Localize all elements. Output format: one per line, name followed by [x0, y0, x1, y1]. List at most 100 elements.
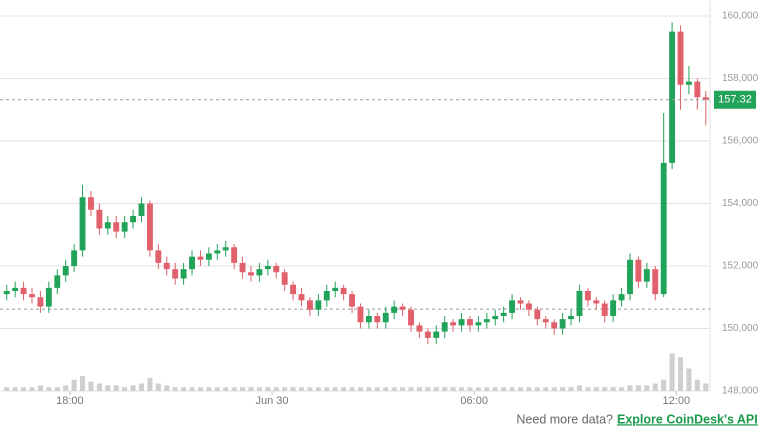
last-price-box	[714, 90, 756, 109]
candle-body	[551, 322, 558, 329]
volume-bar	[526, 387, 532, 391]
candle-body	[239, 262, 246, 273]
volume-bar	[181, 387, 187, 391]
api-link[interactable]: Explore CoinDesk's API	[617, 412, 758, 426]
volume-bar	[593, 387, 599, 391]
footer-text: Need more data?	[516, 412, 613, 426]
candle-body	[146, 203, 153, 251]
volume-bar	[315, 387, 321, 391]
candle-body	[62, 266, 69, 276]
volume-bar	[214, 387, 220, 391]
candle-body	[492, 316, 499, 320]
candle-body	[163, 262, 170, 270]
volume-bar	[54, 387, 60, 391]
volume-bar	[324, 387, 330, 391]
candle-body	[88, 197, 94, 210]
volume-bar	[551, 387, 557, 391]
volume-bar	[357, 387, 364, 391]
candle-body	[248, 272, 254, 276]
candle-body	[332, 287, 339, 291]
candle-body	[408, 309, 414, 326]
candle-body	[29, 294, 35, 298]
volume-bar	[12, 387, 18, 391]
candle-body	[54, 275, 61, 288]
y-tick-label: 148,000	[722, 386, 759, 397]
volume-bar	[4, 387, 10, 391]
volume-bar	[694, 379, 700, 391]
volume-bar	[450, 387, 456, 391]
volume-bar	[63, 385, 69, 391]
volume-bar	[265, 387, 271, 391]
candle-body	[298, 294, 305, 301]
volume-bar	[341, 387, 347, 391]
candle-body	[374, 316, 381, 323]
candle-body	[340, 287, 347, 295]
candle-body	[694, 81, 701, 98]
candle-body	[467, 319, 473, 326]
candle-body	[113, 222, 120, 232]
volume-bar	[669, 353, 675, 391]
volume-bar	[627, 385, 633, 391]
candle-body	[610, 300, 617, 316]
volume-bar	[307, 387, 313, 391]
candle-body	[130, 216, 137, 223]
grid	[0, 0, 711, 395]
y-tick-label: 150,000	[722, 323, 759, 334]
candle-body	[685, 81, 692, 85]
candle-body	[315, 300, 322, 310]
volume-bar	[273, 387, 279, 391]
x-tick-label: Jun 30	[256, 395, 289, 407]
volume-bar	[484, 387, 490, 391]
volume-bar	[197, 387, 203, 391]
volume-bar	[366, 387, 372, 391]
volume-bar	[635, 385, 641, 391]
volume-bar	[71, 379, 77, 391]
candle-body	[45, 287, 52, 307]
volume-bar	[256, 387, 262, 391]
volume-bar	[21, 387, 27, 391]
candle-body	[584, 291, 591, 301]
candle-body	[669, 31, 676, 163]
candle-body	[627, 259, 633, 295]
volume-bar	[703, 383, 709, 391]
volume-bar	[467, 387, 473, 391]
volume-bar	[189, 387, 195, 391]
x-tick-label: 12:00	[663, 395, 691, 407]
candle-body	[365, 316, 372, 323]
candle-body	[349, 294, 355, 307]
volume-bar	[585, 387, 591, 391]
y-tick-label: 158,000	[722, 73, 759, 84]
candle-body	[180, 269, 187, 279]
candle-body	[79, 197, 86, 251]
candle-body	[576, 291, 583, 316]
candle-body	[568, 316, 574, 320]
volume-bar	[475, 387, 481, 391]
candle-body	[138, 203, 145, 216]
volume-bar	[433, 387, 439, 391]
volume-bar	[80, 376, 86, 391]
volume-bar	[282, 387, 288, 391]
volume-bar	[576, 385, 582, 391]
candle-body	[450, 322, 457, 326]
candle-body	[475, 322, 482, 326]
candle-body	[37, 297, 44, 307]
candle-body	[3, 291, 10, 295]
candle-body	[542, 319, 549, 323]
volume-bar	[46, 387, 52, 391]
last-price-label: 157.32	[718, 94, 752, 106]
volume-bar	[610, 387, 616, 391]
candle-body	[618, 294, 625, 301]
volume-bar	[543, 387, 549, 391]
volume-bar	[349, 387, 355, 391]
volume-bar	[383, 387, 389, 391]
volume-bar	[298, 387, 305, 391]
candle-body	[534, 309, 541, 320]
candle-body	[702, 97, 709, 100]
candle-body	[643, 269, 650, 282]
candle-body	[256, 269, 263, 276]
volume-bar	[686, 368, 692, 391]
volume-bar	[37, 385, 43, 391]
candle-body	[357, 306, 364, 323]
